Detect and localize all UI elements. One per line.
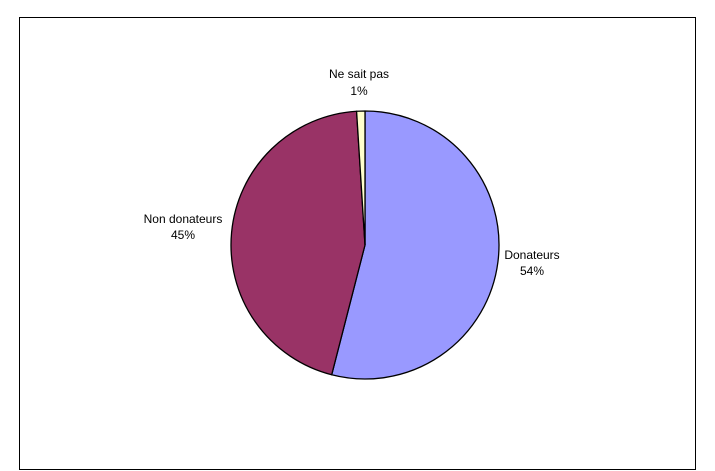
pie-slice-non-donateurs xyxy=(230,110,366,376)
pie-slice-ne-sait-pas xyxy=(355,110,366,246)
slice-label-ne-sait-pas: Ne sait pas xyxy=(329,67,389,81)
slice-value-donateurs: 54% xyxy=(520,264,544,278)
pie-slice-donateurs xyxy=(331,110,500,380)
slice-label-non-donateurs: Non donateurs xyxy=(144,212,223,226)
slice-value-non-donateurs: 45% xyxy=(171,228,195,242)
pie-labels: Donateurs 54% Non donateurs 45% Ne sait … xyxy=(144,67,560,278)
pie-slices xyxy=(230,110,500,380)
slice-value-ne-sait-pas: 1% xyxy=(350,84,368,98)
slice-label-donateurs: Donateurs xyxy=(504,248,559,262)
